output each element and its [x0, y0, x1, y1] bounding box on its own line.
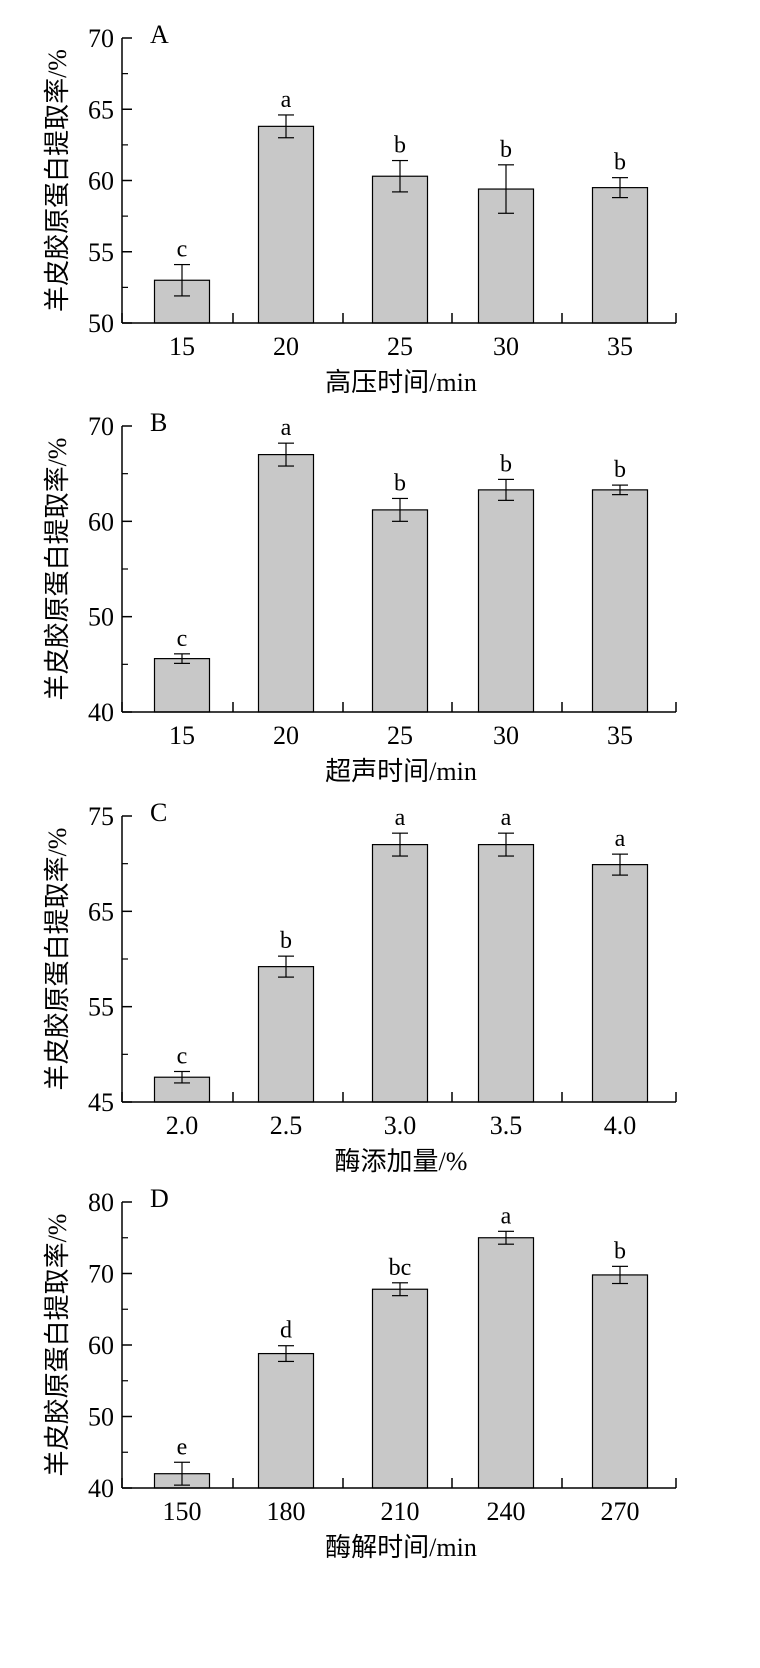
significance-label: b [614, 150, 626, 176]
y-tick-label: 60 [88, 507, 114, 536]
x-tick-label: 15 [169, 332, 195, 361]
y-tick-label: 55 [88, 993, 114, 1022]
y-tick-label: 75 [88, 802, 114, 831]
bar [153, 658, 211, 713]
y-tick-label: 50 [88, 1403, 114, 1432]
panel-b: c a b b b 40 50 60 70 15 20 25 30 35 超声时间/min 羊皮胶原蛋白提取率… [43, 408, 677, 786]
y-tick-label: 70 [88, 24, 114, 53]
x-tick-label: 240 [487, 1497, 526, 1526]
x-tick-label: 35 [607, 332, 633, 361]
x-tick-label: 15 [169, 721, 195, 750]
y-tick-label: 70 [88, 1260, 114, 1289]
y-tick-label: 65 [88, 897, 114, 926]
x-axis-title: 酶添加量/% [335, 1147, 468, 1176]
significance-label: a [501, 805, 512, 831]
y-tick-label: 60 [88, 167, 114, 196]
x-tick-label: 4.0 [604, 1111, 637, 1140]
y-tick-label: 80 [88, 1188, 114, 1217]
x-tick-label: 180 [267, 1497, 306, 1526]
significance-label: a [395, 805, 406, 831]
y-tick-label: 50 [88, 309, 114, 338]
y-tick-label: 45 [88, 1088, 114, 1117]
significance-label: a [281, 87, 292, 113]
x-tick-label: 270 [601, 1497, 640, 1526]
significance-label: b [394, 133, 406, 159]
y-axis-title: 羊皮胶原蛋白提取率/% [43, 49, 72, 312]
significance-label: a [501, 1203, 512, 1229]
y-tick-label: 70 [88, 412, 114, 441]
significance-label: d [280, 1318, 292, 1344]
panel-letter: D [150, 1184, 169, 1213]
x-tick-label: 20 [273, 721, 299, 750]
x-axis-title: 超声时间/min [325, 757, 477, 786]
bar [257, 1352, 315, 1489]
significance-label: b [614, 457, 626, 483]
y-tick-label: 60 [88, 1331, 114, 1360]
y-tick-label: 55 [88, 238, 114, 267]
significance-label: a [281, 415, 292, 441]
significance-label: b [500, 137, 512, 163]
y-axis-title: 羊皮胶原蛋白提取率/% [43, 438, 72, 701]
bar [257, 125, 315, 324]
x-tick-label: 150 [163, 1497, 202, 1526]
bar [591, 489, 649, 713]
panel-c: c b a a a 45 55 65 75 2.0 2.5 3.0 3.5 4.0 酶添加量/% 羊皮胶原蛋白… [43, 798, 677, 1176]
bar [371, 843, 429, 1103]
bar [477, 843, 535, 1103]
significance-label: b [500, 451, 512, 477]
significance-label: c [177, 626, 188, 652]
panel-letter: A [150, 20, 169, 49]
x-tick-label: 3.5 [490, 1111, 523, 1140]
x-tick-label: 20 [273, 332, 299, 361]
significance-label: b [394, 470, 406, 496]
bar [257, 966, 315, 1103]
bar [477, 489, 535, 713]
y-tick-label: 50 [88, 603, 114, 632]
x-tick-label: 30 [493, 721, 519, 750]
significance-label: b [614, 1238, 626, 1264]
panel-letter: B [150, 408, 167, 437]
x-tick-label: 35 [607, 721, 633, 750]
x-tick-label: 210 [381, 1497, 420, 1526]
panel-letter: C [150, 798, 167, 827]
y-axis-title: 羊皮胶原蛋白提取率/% [43, 828, 72, 1091]
significance-label: c [177, 1043, 188, 1069]
x-tick-label: 2.5 [270, 1111, 303, 1140]
x-axis-title: 高压时间/min [325, 368, 477, 397]
y-tick-label: 40 [88, 1474, 114, 1503]
bar [257, 454, 315, 713]
bar [591, 187, 649, 324]
panel-d: e d bc a b 40 50 60 70 80 150 180 210 240 270 酶解时间/min 羊… [43, 1184, 677, 1562]
x-tick-label: 30 [493, 332, 519, 361]
significance-label: a [615, 826, 626, 852]
x-tick-label: 3.0 [384, 1111, 417, 1140]
bar [591, 1274, 649, 1489]
y-tick-label: 65 [88, 95, 114, 124]
bar [371, 509, 429, 713]
x-tick-label: 25 [387, 332, 413, 361]
y-tick-label: 40 [88, 698, 114, 727]
significance-label: b [280, 928, 292, 954]
y-axis-title: 羊皮胶原蛋白提取率/% [43, 1214, 72, 1477]
x-tick-label: 25 [387, 721, 413, 750]
bar [591, 864, 649, 1103]
x-tick-label: 2.0 [166, 1111, 199, 1140]
significance-label: bc [389, 1255, 412, 1281]
panel-a: c a b b b 50 55 60 65 70 15 20 25 30 35 高压时间/min 羊皮胶原蛋白提… [43, 20, 677, 397]
significance-label: e [177, 1434, 188, 1460]
significance-label: c [177, 237, 188, 263]
bar [477, 1237, 535, 1489]
x-axis-title: 酶解时间/min [325, 1533, 477, 1562]
bar [371, 175, 429, 324]
bar [371, 1288, 429, 1489]
